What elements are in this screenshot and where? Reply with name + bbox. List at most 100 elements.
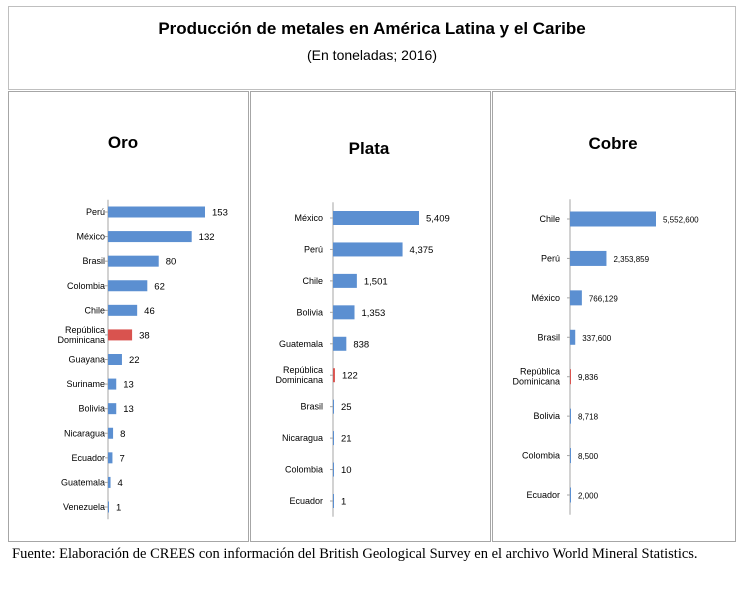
value-label-oro-bolivia: 13 xyxy=(123,404,134,415)
bar-plata-guatemala xyxy=(333,336,347,351)
category-label-cobre-bolivia: Bolivia xyxy=(533,411,560,421)
category-label-oro-bolivia: Bolivia xyxy=(78,404,105,414)
value-label-cobre-ecuador: 2,000 xyxy=(578,492,599,501)
value-label-plata-nicaragua: 21 xyxy=(341,434,352,445)
category-label-cobre-republica-dominicana: República Dominicana xyxy=(512,367,560,387)
chart-plata: Plata México 5,409 Perú 4,375 Chile 1,501 Boliv… xyxy=(275,139,450,517)
category-label-plata-bolivia: Bolivia xyxy=(296,307,323,317)
value-label-cobre-chile: 5,552,600 xyxy=(663,216,699,225)
value-label-plata-republica-dominicana: 122 xyxy=(342,371,358,382)
category-label-oro-suriname: Suriname xyxy=(66,379,105,389)
value-label-cobre-bolivia: 8,718 xyxy=(578,413,599,422)
value-label-oro-mexico: 132 xyxy=(199,232,215,243)
bar-plata-brasil xyxy=(333,399,334,414)
value-label-cobre-brasil: 337,600 xyxy=(582,334,611,343)
value-label-oro-brasil: 80 xyxy=(166,257,177,268)
bar-cobre-brasil xyxy=(570,329,576,345)
category-label-oro-nicaragua: Nicaragua xyxy=(64,428,105,438)
bar-cobre-ecuador xyxy=(570,487,571,503)
value-label-oro-suriname: 13 xyxy=(123,380,134,391)
bar-oro-chile xyxy=(108,304,138,316)
bar-cobre-colombia xyxy=(570,448,571,464)
category-label-plata-republica-dominicana: República Dominicana xyxy=(275,365,323,385)
panel-oro: Oro Perú 153 México 132 Brasil 80 Colombia 62 Chi… xyxy=(8,91,249,542)
category-label-plata-ecuador: Ecuador xyxy=(289,496,323,506)
value-label-plata-bolivia: 1,353 xyxy=(362,308,386,319)
category-label-plata-guatemala: Guatemala xyxy=(279,339,323,349)
bar-oro-guayana xyxy=(108,354,122,365)
chart-title-oro: Oro xyxy=(108,133,138,152)
bar-oro-guatemala xyxy=(108,476,111,488)
value-label-oro-colombia: 62 xyxy=(154,281,165,292)
value-label-plata-guatemala: 838 xyxy=(353,339,369,350)
bar-oro-nicaragua xyxy=(108,427,114,439)
category-label-cobre-peru: Perú xyxy=(541,253,560,263)
bar-plata-ecuador xyxy=(333,494,334,508)
source-note: Fuente: Elaboración de CREES con informa… xyxy=(12,546,698,562)
value-label-cobre-colombia: 8,500 xyxy=(578,452,599,461)
category-label-cobre-brasil: Brasil xyxy=(537,332,560,342)
category-label-plata-peru: Perú xyxy=(304,244,323,254)
category-label-oro-brasil: Brasil xyxy=(82,256,105,266)
value-label-oro-chile: 46 xyxy=(144,306,155,317)
value-label-oro-nicaragua: 8 xyxy=(120,429,125,440)
panel-cobre: Cobre Chile 5,552,600 Perú 2,353,859 México 76… xyxy=(492,91,736,542)
bar-oro-brasil xyxy=(108,255,159,267)
value-label-oro-republica-dominicana: 38 xyxy=(139,330,150,341)
bar-oro-ecuador xyxy=(108,452,113,464)
chart-oro: Oro Perú 153 México 132 Brasil 80 Colombia 62 Chi… xyxy=(57,133,228,520)
category-label-oro-chile: Chile xyxy=(84,305,105,315)
category-label-plata-mexico: México xyxy=(294,213,323,223)
bar-plata-peru xyxy=(333,242,403,257)
bar-cobre-republica-dominicana xyxy=(570,369,571,385)
bar-cobre-bolivia xyxy=(570,408,571,424)
value-label-plata-peru: 4,375 xyxy=(410,245,434,256)
value-label-plata-chile: 1,501 xyxy=(364,276,388,287)
category-label-cobre-chile: Chile xyxy=(539,214,560,224)
value-label-oro-venezuela: 1 xyxy=(116,503,121,514)
bar-plata-bolivia xyxy=(333,305,355,320)
value-label-cobre-peru: 2,353,859 xyxy=(613,255,649,264)
category-label-oro-colombia: Colombia xyxy=(67,281,105,291)
bar-oro-peru xyxy=(108,206,205,218)
bar-oro-colombia xyxy=(108,280,148,292)
category-label-oro-venezuela: Venezuela xyxy=(63,502,105,512)
panel-plata: Plata México 5,409 Perú 4,375 Chile 1,501 Boliv… xyxy=(250,91,491,542)
category-label-oro-republica-dominicana: República Dominicana xyxy=(57,325,105,345)
bar-oro-bolivia xyxy=(108,403,117,415)
category-label-plata-colombia: Colombia xyxy=(285,465,323,475)
value-label-oro-peru: 153 xyxy=(212,208,228,219)
value-label-plata-ecuador: 1 xyxy=(341,497,346,508)
bar-oro-suriname xyxy=(108,378,117,390)
bar-plata-republica-dominicana xyxy=(333,368,335,383)
value-label-cobre-mexico: 766,129 xyxy=(589,294,618,303)
category-label-oro-mexico: México xyxy=(76,232,105,242)
bar-oro-mexico xyxy=(108,231,192,243)
bar-oro-republica-dominicana xyxy=(108,329,133,341)
bar-oro-venezuela xyxy=(108,501,109,513)
chart-title-plata: Plata xyxy=(349,139,390,158)
category-label-oro-ecuador: Ecuador xyxy=(71,453,105,463)
category-label-oro-guayana: Guayana xyxy=(68,355,105,365)
bar-plata-colombia xyxy=(333,462,334,477)
category-label-plata-nicaragua: Nicaragua xyxy=(282,433,323,443)
category-label-oro-peru: Perú xyxy=(86,207,105,217)
value-label-cobre-republica-dominicana: 9,836 xyxy=(578,373,599,382)
category-label-cobre-ecuador: Ecuador xyxy=(526,490,560,500)
chart-header: Producción de metales en América Latina … xyxy=(8,6,736,90)
category-label-plata-chile: Chile xyxy=(302,276,323,286)
value-label-oro-guayana: 22 xyxy=(129,355,140,366)
value-label-oro-ecuador: 7 xyxy=(119,453,124,464)
category-label-cobre-colombia: Colombia xyxy=(522,451,560,461)
value-label-plata-colombia: 10 xyxy=(341,465,352,476)
page-title: Producción de metales en América Latina … xyxy=(158,19,586,38)
chart-title-cobre: Cobre xyxy=(588,134,637,153)
value-label-oro-guatemala: 4 xyxy=(118,478,123,489)
category-label-cobre-mexico: México xyxy=(531,293,560,303)
page-subtitle: (En toneladas; 2016) xyxy=(307,47,437,63)
chart-cobre: Cobre Chile 5,552,600 Perú 2,353,859 México 76… xyxy=(512,134,699,515)
bar-cobre-chile xyxy=(570,211,656,227)
value-label-plata-brasil: 25 xyxy=(341,402,352,413)
category-label-plata-brasil: Brasil xyxy=(300,402,323,412)
bar-plata-chile xyxy=(333,273,357,288)
